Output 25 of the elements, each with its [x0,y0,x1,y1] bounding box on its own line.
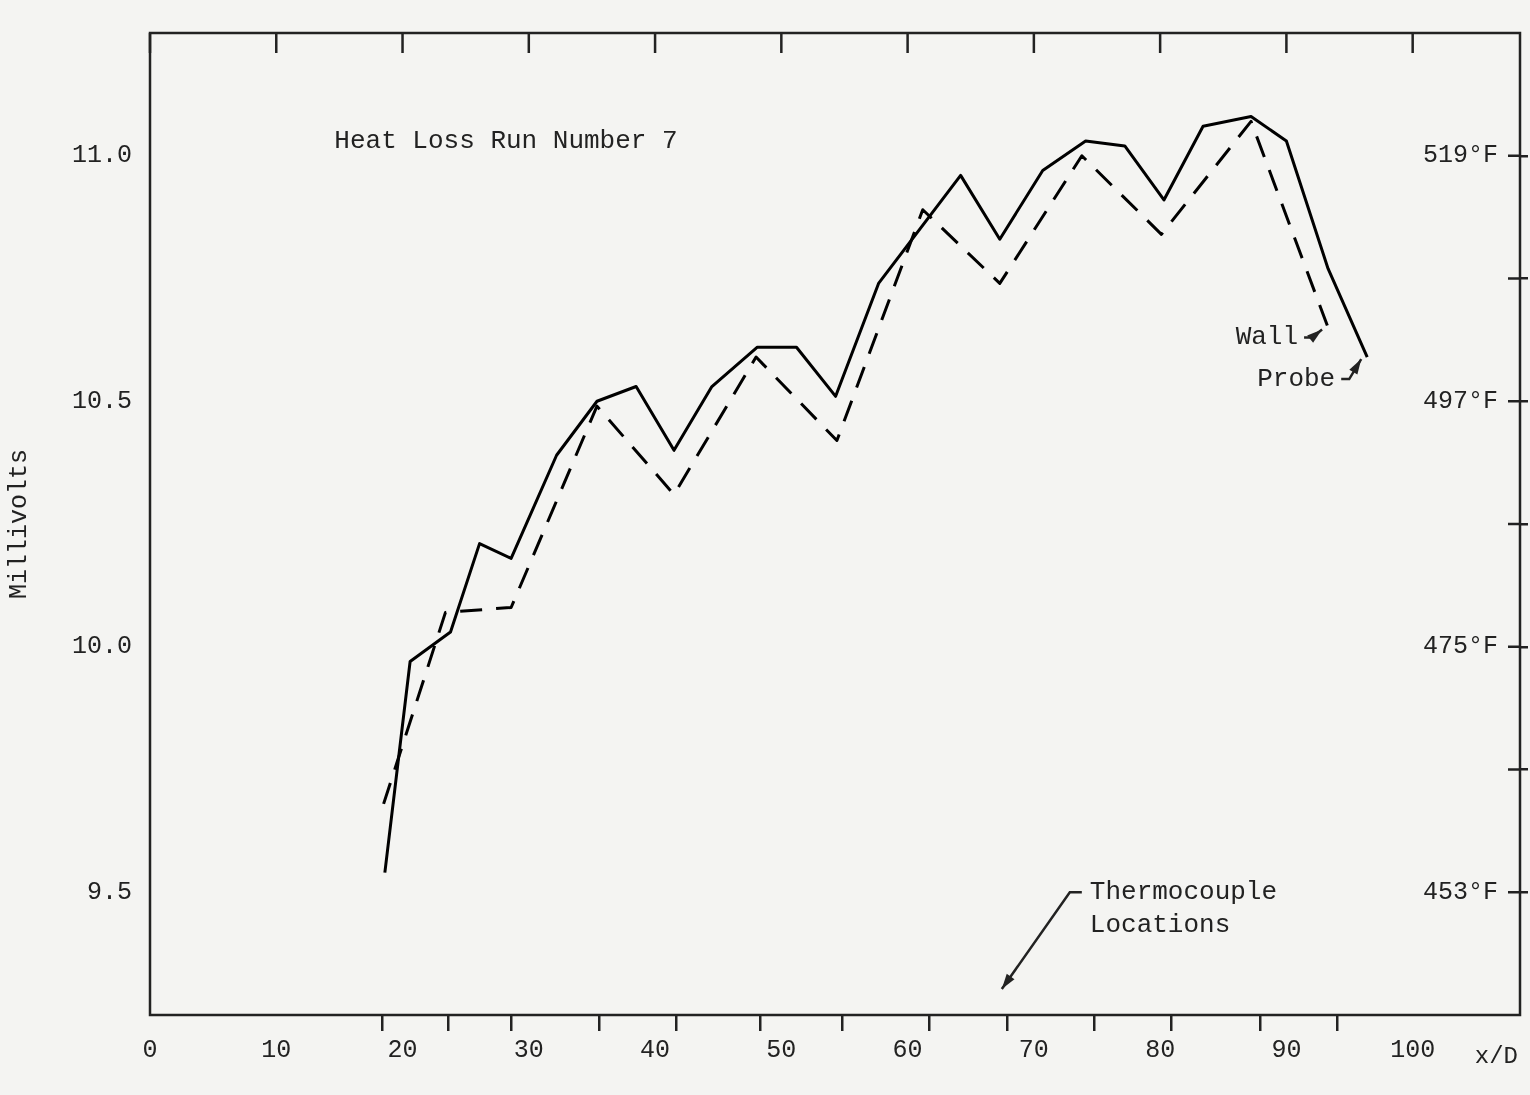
y-tick-label: 10.5 [71,386,132,416]
y2-tick-label: 497°F [1422,386,1498,416]
x-tick-label: 60 [892,1035,923,1065]
series-label: Wall [1235,322,1299,353]
y-tick-label: 11.0 [71,141,132,171]
x-tick-label: 0 [142,1035,158,1065]
text: Heat Loss Run Number 7 [334,125,678,156]
y2-tick-label: 453°F [1422,877,1498,907]
x-tick-label: 10 [261,1035,292,1065]
x-tick-label: 20 [387,1035,418,1065]
x-tick-label: 80 [1145,1035,1176,1065]
y2-tick-label: 519°F [1422,141,1498,171]
x-tick-label: 90 [1271,1035,1302,1065]
y-axis-title: Millivolts [4,448,34,600]
y-tick-label: 9.5 [86,877,132,907]
y2-tick-label: 475°F [1422,632,1498,662]
x-tick-label: 100 [1390,1035,1436,1065]
x-tick-label: 30 [513,1035,544,1065]
annotation: Thermocouple Locations [1089,877,1278,941]
x-axis-title: x/D [1474,1043,1518,1071]
series-label: Probe [1257,363,1336,394]
x-tick-label: 70 [1018,1035,1049,1065]
x-tick-label: 40 [640,1035,671,1065]
y-tick-label: 10.0 [71,632,132,662]
x-tick-label: 50 [766,1035,797,1065]
